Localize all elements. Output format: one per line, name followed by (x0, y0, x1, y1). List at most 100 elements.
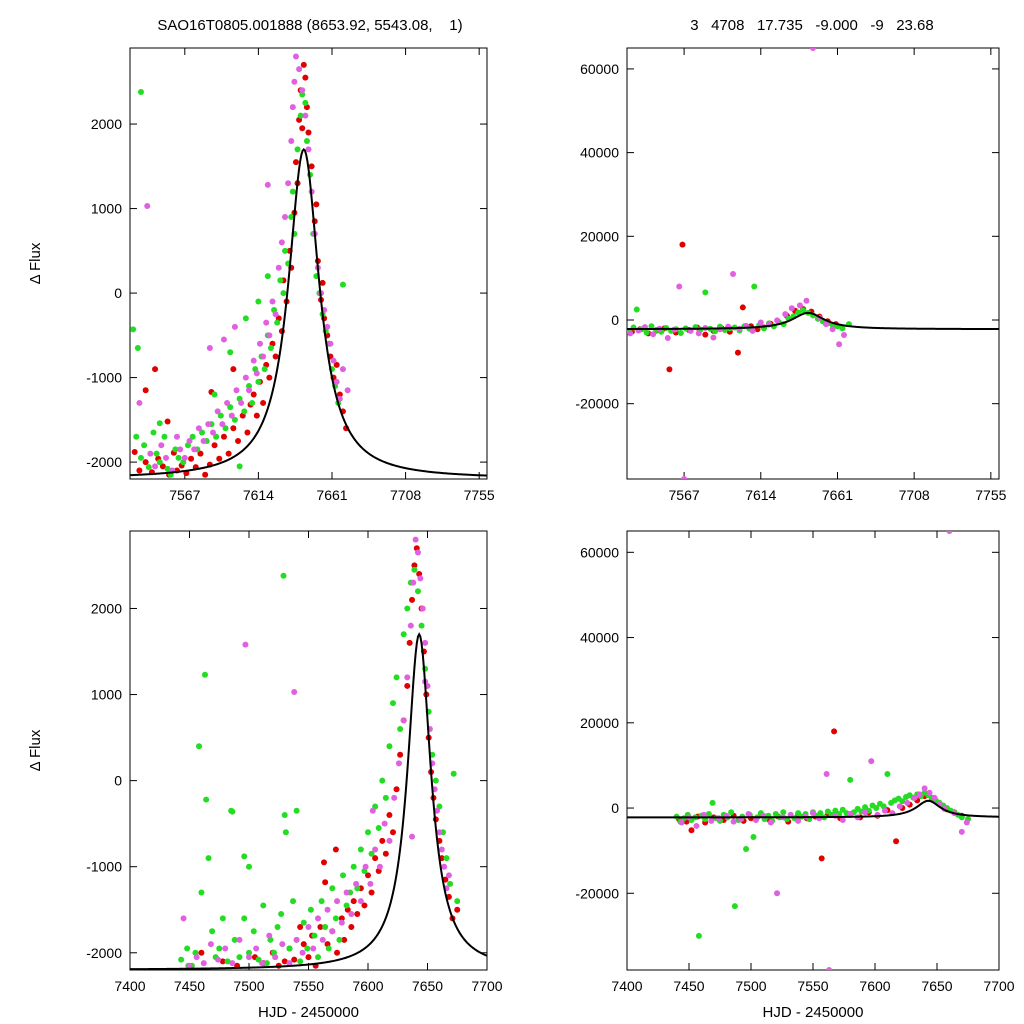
data-point-violet (266, 932, 273, 939)
plot-frame (129, 47, 488, 480)
data-point-red (299, 125, 306, 132)
data-point-green (145, 464, 152, 471)
data-point-violet (319, 936, 326, 943)
x-tick-label: 7661 (316, 487, 347, 503)
data-point-red (230, 425, 237, 432)
y-tick-label: -1000 (86, 859, 122, 875)
data-point-green (411, 566, 418, 573)
data-point-green (847, 776, 854, 783)
data-point-red (397, 751, 404, 758)
data-point-red (230, 366, 237, 373)
data-point-green (209, 928, 216, 935)
model-curve (627, 311, 999, 331)
data-point-red (197, 450, 204, 457)
data-point-violet (400, 717, 407, 724)
data-point-green (288, 214, 295, 221)
data-point-violet (434, 807, 441, 814)
x-tick-label: 7400 (611, 978, 642, 994)
data-point-red (454, 906, 461, 913)
data-point-green (368, 850, 375, 857)
data-point-green (227, 349, 234, 356)
data-point-green (297, 112, 304, 119)
data-point-violet (881, 807, 888, 814)
data-point-violet (324, 906, 331, 913)
data-point-red (831, 728, 838, 735)
data-point-violet (253, 370, 260, 377)
data-point-green (130, 326, 137, 333)
data-point-green (290, 898, 297, 905)
data-point-green (260, 902, 267, 909)
data-point-violet (288, 137, 295, 144)
data-point-green (289, 188, 296, 195)
data-point-violet (407, 622, 414, 629)
data-point-green (161, 433, 168, 440)
x-axis-label: HJD - 2450000 (763, 1004, 864, 1021)
data-point-green (227, 404, 234, 411)
y-tick-label: 0 (611, 312, 619, 328)
data-point-violet (329, 928, 336, 935)
x-tick-label: 7661 (822, 487, 853, 503)
model-curve (627, 799, 999, 819)
data-point-violet (299, 949, 306, 956)
model-curve (130, 632, 487, 970)
x-tick-label: 7400 (114, 978, 145, 994)
data-point-green (281, 812, 288, 819)
data-point-red (336, 391, 343, 398)
data-point-green (236, 463, 243, 470)
y-tick-label: -1000 (86, 370, 122, 386)
data-point-violet (253, 945, 260, 952)
data-point-green (263, 960, 270, 967)
data-point-violet (338, 919, 345, 926)
x-tick-label: 7708 (390, 487, 421, 503)
data-point-red (341, 936, 348, 943)
panel-top-right: 7567 7614 7661 7708 7755 -20000 0 20000 40000 600… (575, 47, 1007, 503)
data-point-green (454, 898, 461, 905)
data-point-violet (810, 810, 816, 817)
data-point-green (246, 949, 252, 956)
data-point-green (315, 954, 322, 961)
data-point-violet (678, 819, 685, 826)
data-point-green (780, 809, 787, 816)
data-point-violet (829, 326, 836, 333)
data-point-green (336, 936, 343, 943)
data-point-violet (279, 941, 286, 948)
data-point-violet (745, 811, 752, 818)
data-point-violet (896, 803, 903, 810)
y-tick-label: 2000 (91, 116, 122, 132)
data-point-red (319, 279, 326, 286)
data-point-green (282, 247, 289, 254)
data-point-green (731, 903, 738, 910)
data-point-green (414, 588, 421, 595)
y-tick-label: 1000 (91, 687, 122, 703)
data-point-violet (868, 758, 875, 765)
data-point-green (307, 906, 314, 913)
data-point-green (695, 932, 702, 939)
data-point-red (291, 956, 298, 963)
data-point-violet (250, 357, 257, 364)
data-point-violet (272, 954, 279, 961)
data-point-red (313, 201, 320, 208)
data-point-violet (438, 846, 445, 853)
data-point-red (202, 471, 209, 478)
data-point-violet (946, 531, 953, 534)
data-point-violet (200, 437, 207, 444)
data-point-green (241, 853, 248, 860)
data-point-green (795, 309, 802, 316)
data-point-green (222, 425, 229, 432)
data-point-green (205, 855, 212, 862)
data-point-green (267, 345, 274, 352)
data-point-violet (236, 936, 243, 943)
data-point-green (246, 863, 252, 870)
data-point-green (884, 770, 891, 777)
x-tick-label: 7450 (174, 978, 205, 994)
data-point-green (134, 345, 141, 352)
data-point-green (386, 743, 393, 750)
data-point-violet (836, 341, 843, 348)
data-point-green (397, 725, 404, 732)
data-point-green (137, 88, 144, 95)
data-point-green (164, 465, 171, 472)
data-point-violet (441, 863, 448, 870)
data-point-red (322, 879, 329, 886)
data-point-green (274, 923, 281, 930)
data-point-violet (664, 334, 671, 341)
